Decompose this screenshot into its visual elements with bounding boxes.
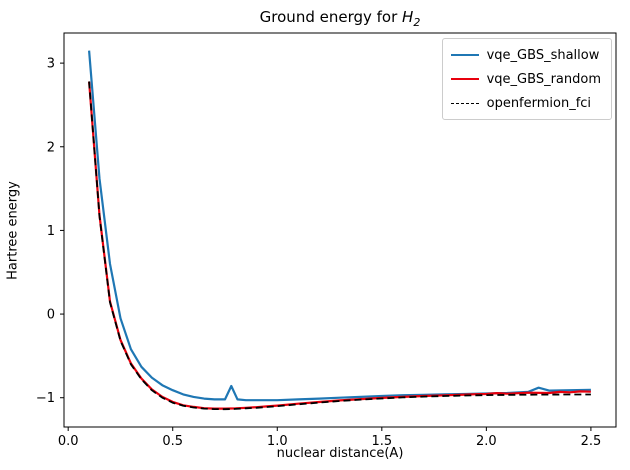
x-axis-label: nuclear distance(A) (276, 446, 404, 461)
legend-line-swatch-black-dashed (450, 102, 479, 104)
x-tick-label: 2.5 (581, 434, 602, 449)
legend-line-swatch-red (450, 78, 479, 80)
x-tick-label: 1.0 (267, 434, 288, 449)
series-line-vqe_GBS_random (88, 81, 591, 410)
legend-label: vqe_GBS_shallow (486, 47, 600, 63)
x-tick-label: 0.5 (162, 434, 183, 449)
chart-title-text: Ground energy for (259, 8, 403, 26)
legend-item-vqe-gbs-random: vqe_GBS_random (450, 69, 601, 89)
legend: vqe_GBS_shallow vqe_GBS_random openfermi… (441, 38, 612, 120)
y-tick-label: 0 (47, 308, 55, 323)
chart-title: Ground energy for H2 (64, 8, 616, 29)
legend-label: openfermion_fci (486, 95, 592, 111)
y-tick-label: 1 (47, 224, 55, 239)
x-tick-label: 0.0 (58, 434, 79, 449)
chart-title-symbol: H (402, 8, 414, 26)
chart-title-subscript: 2 (413, 16, 421, 29)
y-tick-label: 3 (47, 57, 55, 72)
legend-item-openfermion-fci: openfermion_fci (450, 93, 601, 113)
legend-item-vqe-gbs-shallow: vqe_GBS_shallow (450, 45, 601, 65)
legend-line-swatch-blue (450, 54, 479, 56)
y-tick-label: 2 (47, 140, 55, 155)
series-line-openfermion_fci (88, 81, 591, 411)
x-tick-label: 2.0 (476, 434, 497, 449)
legend-label: vqe_GBS_random (486, 71, 601, 87)
x-tick-label: 1.5 (371, 434, 392, 449)
y-tick-label: −1 (36, 391, 55, 406)
